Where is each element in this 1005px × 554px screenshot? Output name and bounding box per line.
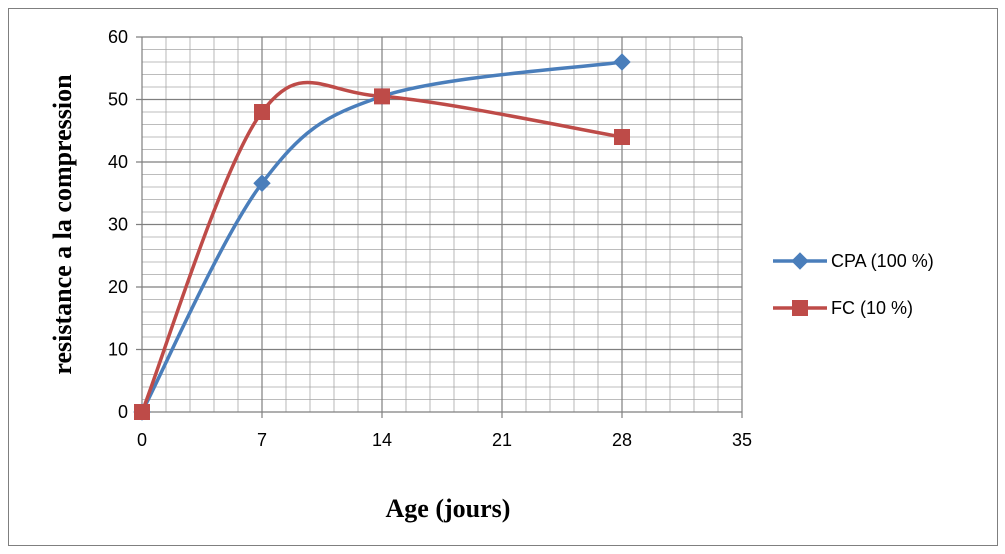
series-markers xyxy=(133,53,631,421)
x-tick-label: 7 xyxy=(257,430,267,450)
x-tick-label: 14 xyxy=(372,430,392,450)
series-line-1 xyxy=(140,60,623,413)
data-point-series-2 xyxy=(374,88,390,105)
legend-label-1: CPA (100 %) xyxy=(831,251,934,271)
x-axis-title: Age (jours) xyxy=(386,494,511,523)
y-tick-label: 30 xyxy=(108,215,128,235)
legend-label-2: FC (10 %) xyxy=(831,298,913,318)
y-axis-title: resistance a la compression xyxy=(48,74,77,375)
data-point-series-2 xyxy=(614,129,630,145)
legend-marker-2 xyxy=(792,300,808,316)
x-tick-label: 21 xyxy=(492,430,512,450)
chart-frame: 0 7 14 21 28 35 0 10 20 30 40 50 60 Age (jours) res… xyxy=(8,8,998,546)
x-tick-label: 28 xyxy=(612,430,632,450)
major-gridlines xyxy=(136,36,743,418)
chart: 0 7 14 21 28 35 0 10 20 30 40 50 60 Age (jours) res… xyxy=(48,27,934,523)
x-tick-labels: 0 7 14 21 28 35 xyxy=(137,430,752,450)
y-tick-label: 50 xyxy=(108,90,128,110)
x-tick-label: 0 xyxy=(137,430,147,450)
y-tick-label: 20 xyxy=(108,277,128,297)
y-tick-label: 10 xyxy=(108,340,128,360)
series-lines xyxy=(140,60,623,413)
series-line-2 xyxy=(140,80,623,413)
data-point-series-1 xyxy=(253,174,271,192)
data-point-series-2 xyxy=(134,404,150,420)
x-tick-label: 35 xyxy=(732,430,752,450)
data-point-series-2 xyxy=(254,104,270,120)
y-tick-labels: 0 10 20 30 40 50 60 xyxy=(108,27,128,422)
legend-marker-1 xyxy=(791,252,809,270)
y-tick-label: 0 xyxy=(118,402,128,422)
legend: CPA (100 %) FC (10 %) xyxy=(773,251,934,318)
y-tick-label: 40 xyxy=(108,152,128,172)
y-tick-label: 60 xyxy=(108,27,128,47)
data-point-series-1 xyxy=(613,53,631,71)
